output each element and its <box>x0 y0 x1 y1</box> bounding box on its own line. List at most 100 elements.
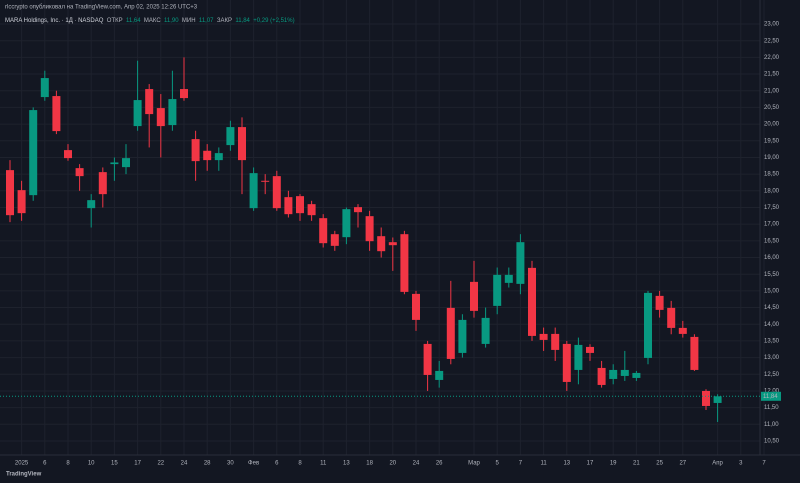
x-tick-label: 19 <box>610 461 617 467</box>
y-tick-label: 20,50 <box>764 105 780 111</box>
x-tick-label: 22 <box>157 461 164 467</box>
x-tick-label: 30 <box>227 461 234 467</box>
y-tick-label: 12,00 <box>764 389 780 395</box>
legend-part: ЗАКР <box>217 18 232 24</box>
candle-body <box>435 370 444 380</box>
x-tick-label: 26 <box>436 461 443 467</box>
candle-body <box>40 78 49 98</box>
candle-body <box>249 173 258 209</box>
publisher: rlccrypto опубликовал на TradingView.com… <box>5 5 198 11</box>
candle-body <box>133 100 142 127</box>
candle-body <box>423 343 432 375</box>
candle-body <box>609 369 618 379</box>
candle-body <box>574 344 583 370</box>
x-tick-label: 3 <box>739 461 743 467</box>
candle-body <box>678 327 687 334</box>
x-tick-label: 2025 <box>15 461 29 467</box>
candle-body <box>632 372 641 378</box>
candle-body <box>238 127 246 161</box>
candle-body <box>319 218 328 244</box>
candle-body <box>307 204 316 216</box>
candle-body <box>122 158 130 168</box>
candle-body <box>261 180 270 182</box>
x-tick-label: Мар <box>468 461 480 467</box>
x-tick-label: 8 <box>66 461 70 467</box>
y-tick-label: 22,00 <box>764 55 780 61</box>
candle-body <box>655 295 664 310</box>
x-tick-label: 5 <box>496 461 500 467</box>
y-tick-label: 21,50 <box>764 72 780 78</box>
candle-body <box>365 216 374 242</box>
y-tick-label: 16,00 <box>764 255 780 261</box>
y-tick-label: 22,50 <box>764 38 780 44</box>
footer-logo: TradingView <box>6 472 42 478</box>
candle-body <box>168 99 177 126</box>
candle-body <box>145 89 154 115</box>
x-tick-label: Фев <box>248 461 259 467</box>
x-tick-label: 13 <box>343 461 350 467</box>
x-tick-label: Апр <box>712 461 723 467</box>
candle-body <box>713 396 722 403</box>
candle-body <box>539 333 548 340</box>
candle-body <box>493 274 502 306</box>
candle-body <box>620 369 629 376</box>
legend-part: ОТКР <box>107 18 123 24</box>
x-tick-label: 13 <box>563 461 570 467</box>
candle-body <box>690 336 699 370</box>
x-tick-label: 11 <box>320 461 327 467</box>
y-tick-label: 19,00 <box>764 155 780 161</box>
candle-body <box>296 196 304 214</box>
candle-body <box>64 150 72 159</box>
candle-body <box>597 367 606 385</box>
candle-body <box>75 168 84 177</box>
last-price-box <box>761 391 781 401</box>
x-tick-label: 21 <box>633 461 640 467</box>
y-tick-label: 15,50 <box>764 272 780 278</box>
candle-body <box>272 176 281 209</box>
candle-body <box>551 333 560 350</box>
x-tick-label: 6 <box>275 461 279 467</box>
y-tick-label: 19,50 <box>764 138 780 144</box>
y-tick-label: 11,00 <box>764 422 779 428</box>
y-tick-label: 17,50 <box>764 205 780 211</box>
y-tick-label: 10,50 <box>764 439 780 445</box>
y-tick-label: 18,50 <box>764 172 780 178</box>
candle-body <box>377 236 386 252</box>
candle-body <box>562 343 571 382</box>
y-tick-label: 14,50 <box>764 305 780 311</box>
candle-body <box>180 89 188 99</box>
x-tick-label: 11 <box>540 461 547 467</box>
candle-body <box>6 170 14 216</box>
y-tick-label: 23,00 <box>764 22 780 28</box>
legend-part: +0,29 (+2,51%) <box>253 18 294 24</box>
last-price-label: 11,84 <box>763 394 778 400</box>
y-tick-label: 12,50 <box>764 372 780 378</box>
legend-part: МИН <box>182 18 196 24</box>
x-tick-label: 20 <box>389 461 396 467</box>
candle-body <box>203 150 212 161</box>
candle-body <box>412 293 420 320</box>
candle-body <box>667 307 676 328</box>
candle-body <box>87 200 96 209</box>
y-tick-label: 18,00 <box>764 188 780 194</box>
candle-body <box>400 234 409 292</box>
x-tick-label: 25 <box>656 461 663 467</box>
x-tick-label: 24 <box>181 461 188 467</box>
legend-part: 11,90 <box>164 18 179 24</box>
y-tick-label: 11,50 <box>764 405 779 411</box>
candle-body <box>516 242 525 284</box>
x-tick-label: 6 <box>43 461 47 467</box>
y-tick-label: 14,00 <box>764 322 780 328</box>
y-tick-label: 20,00 <box>764 122 780 128</box>
legend-part: 11,64 <box>126 18 141 24</box>
candle-body <box>458 319 467 353</box>
candle-body <box>191 139 200 162</box>
x-tick-label: 15 <box>111 461 118 467</box>
y-tick-label: 13,50 <box>764 338 780 344</box>
candle-body <box>110 162 119 165</box>
y-tick-label: 15,00 <box>764 288 780 294</box>
candle-body <box>98 172 107 195</box>
candle-body <box>52 96 61 132</box>
x-tick-label: 24 <box>413 461 420 467</box>
